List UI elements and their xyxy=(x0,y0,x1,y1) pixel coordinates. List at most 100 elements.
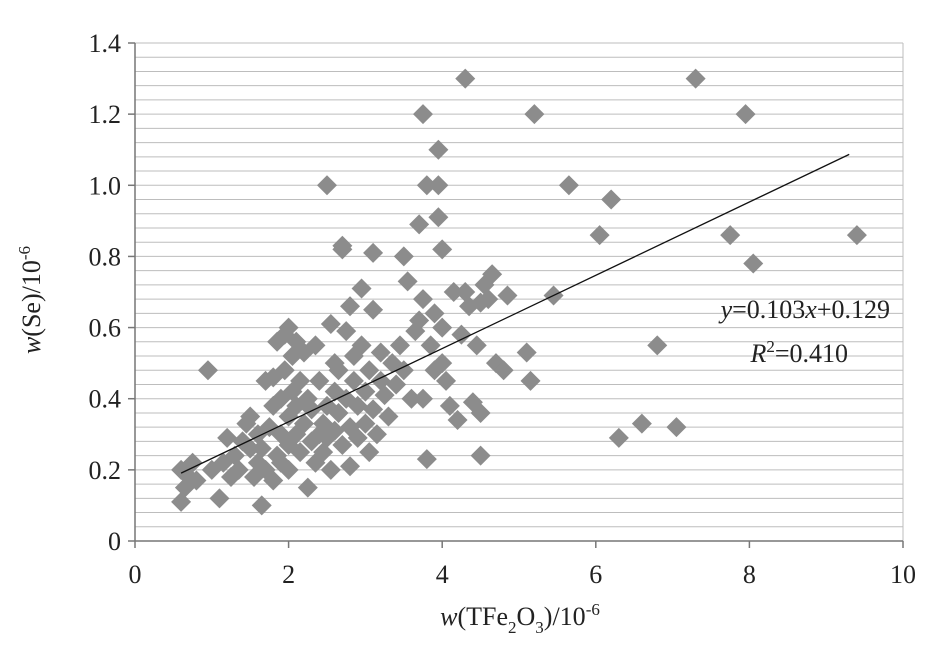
r-squared-label: R2=0.410 xyxy=(749,337,848,368)
data-point xyxy=(720,225,741,246)
x-axis-title-italic: w xyxy=(440,602,458,631)
data-point xyxy=(363,299,384,320)
data-point xyxy=(447,410,468,431)
data-points xyxy=(171,68,867,516)
y-tick-label: 0.2 xyxy=(89,456,122,485)
x-axis-title-part1: (TFe xyxy=(457,602,508,631)
y-tick-label: 0 xyxy=(108,527,121,556)
r-squared-value: =0.410 xyxy=(775,339,848,368)
data-point xyxy=(217,427,238,448)
data-point xyxy=(428,175,449,196)
equation-rhs-b: +0.129 xyxy=(817,295,890,324)
x-tick-label: 2 xyxy=(282,560,295,589)
equation-rhs-a: =0.103 xyxy=(732,295,805,324)
data-point xyxy=(340,296,361,317)
y-axis-title: w(Se)/10-6 xyxy=(15,246,46,354)
x-tick-label: 10 xyxy=(890,560,916,589)
x-tick-label: 0 xyxy=(129,560,142,589)
data-point xyxy=(320,314,341,335)
data-point xyxy=(355,413,376,434)
data-point xyxy=(278,317,299,338)
y-tick-label: 1.2 xyxy=(89,100,122,129)
data-point xyxy=(340,456,361,477)
data-point xyxy=(466,335,487,356)
data-point xyxy=(301,399,322,420)
data-point xyxy=(251,438,272,459)
data-point xyxy=(432,353,453,374)
data-point xyxy=(332,239,353,260)
data-point xyxy=(347,395,368,416)
data-point xyxy=(363,399,384,420)
data-point xyxy=(428,207,449,228)
r-squared-r: R xyxy=(749,339,766,368)
data-point xyxy=(735,104,756,125)
equation-y: y xyxy=(718,295,733,324)
data-point xyxy=(470,445,491,466)
x-axis-title-sub1: 2 xyxy=(508,618,517,637)
data-point xyxy=(351,278,372,299)
x-axis-title-part3: )/10 xyxy=(544,602,586,631)
data-point xyxy=(482,264,503,285)
x-tick-label: 6 xyxy=(589,560,602,589)
data-point xyxy=(455,68,476,89)
data-point xyxy=(389,335,410,356)
data-point xyxy=(409,310,430,331)
data-point xyxy=(224,445,245,466)
data-point xyxy=(428,139,449,160)
r-squared-sup: 2 xyxy=(766,337,775,356)
data-point xyxy=(293,413,314,434)
data-point xyxy=(228,459,249,480)
data-point xyxy=(355,381,376,402)
data-point xyxy=(647,335,668,356)
x-axis-title-sup: -6 xyxy=(586,600,600,619)
trendline xyxy=(180,153,850,474)
data-point xyxy=(631,413,652,434)
data-point xyxy=(416,175,437,196)
data-point xyxy=(290,370,311,391)
data-point xyxy=(386,374,407,395)
data-point xyxy=(313,442,334,463)
data-point xyxy=(524,104,545,125)
data-point xyxy=(497,285,518,306)
data-point xyxy=(589,225,610,246)
data-point xyxy=(451,324,472,345)
data-point xyxy=(366,424,387,445)
data-point xyxy=(558,175,579,196)
data-point xyxy=(297,477,318,498)
data-point xyxy=(324,420,345,441)
data-point xyxy=(397,271,418,292)
data-point xyxy=(186,470,207,491)
y-tick-label: 1.4 xyxy=(89,29,122,58)
trendline-equation: y=0.103x+0.129 xyxy=(718,295,890,324)
data-point xyxy=(743,253,764,274)
data-point xyxy=(197,360,218,381)
y-tick-label: 1.0 xyxy=(89,171,122,200)
data-point xyxy=(601,189,622,210)
data-point xyxy=(520,370,541,391)
x-tick-label: 4 xyxy=(436,560,449,589)
data-point xyxy=(470,402,491,423)
data-point xyxy=(846,225,867,246)
data-point xyxy=(182,452,203,473)
data-point xyxy=(493,360,514,381)
data-point xyxy=(478,289,499,310)
data-point xyxy=(401,388,422,409)
data-point xyxy=(244,466,265,487)
trendline-group xyxy=(180,153,850,474)
data-point xyxy=(274,360,295,381)
axes xyxy=(128,42,904,548)
data-point xyxy=(374,385,395,406)
data-point xyxy=(278,459,299,480)
data-point xyxy=(455,282,476,302)
x-axis-title-sub2: 3 xyxy=(535,618,544,637)
data-point xyxy=(209,488,230,509)
data-point xyxy=(393,246,414,267)
data-point xyxy=(443,282,464,302)
data-point xyxy=(685,68,706,89)
equation-x: x xyxy=(804,295,817,324)
data-point xyxy=(332,434,353,455)
data-point xyxy=(351,335,372,356)
data-point xyxy=(420,335,441,356)
data-point xyxy=(343,370,364,391)
